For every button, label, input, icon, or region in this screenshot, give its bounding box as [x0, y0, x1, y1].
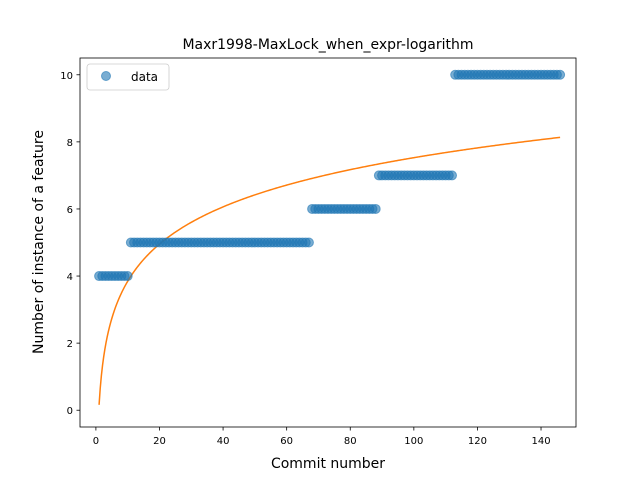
- x-tick-label: 40: [217, 436, 230, 447]
- fit-line: [98, 136, 561, 405]
- legend-box: [86, 63, 170, 91]
- legend-marker-data: [101, 71, 111, 81]
- y-tick-label: 10: [60, 71, 73, 82]
- data-point: [303, 237, 314, 248]
- x-axis-ticks: 0 20 40 60 80 100 120 140: [93, 427, 551, 447]
- plot-frame: [79, 57, 577, 428]
- legend: data: [86, 63, 170, 91]
- y-axis-label: Number of instance of a feature: [31, 130, 47, 354]
- x-tick-label: 140: [531, 436, 550, 447]
- legend-label-data: data: [131, 70, 158, 84]
- data-point: [555, 69, 566, 80]
- y-tick-label: 0: [67, 406, 73, 417]
- x-tick-label: 0: [93, 436, 99, 447]
- x-tick-label: 20: [153, 436, 166, 447]
- x-tick-label: 100: [404, 436, 423, 447]
- y-axis-ticks: 0 2 4 6 8 10: [60, 71, 80, 417]
- y-tick-label: 8: [67, 138, 73, 149]
- y-tick-label: 4: [67, 272, 73, 283]
- x-tick-label: 80: [344, 436, 357, 447]
- x-axis-label: Commit number: [271, 456, 385, 472]
- data-point: [447, 170, 457, 181]
- fit-line-layer: [98, 136, 561, 405]
- data-points-layer: [94, 69, 566, 282]
- y-tick-label: 2: [67, 339, 73, 350]
- data-point: [122, 271, 133, 282]
- chart-title: Maxr1998-MaxLock_when_expr-logarithm: [182, 37, 473, 53]
- y-tick-label: 6: [67, 205, 73, 216]
- x-tick-label: 120: [468, 436, 487, 447]
- x-tick-label: 60: [280, 436, 293, 447]
- data-point: [370, 203, 381, 214]
